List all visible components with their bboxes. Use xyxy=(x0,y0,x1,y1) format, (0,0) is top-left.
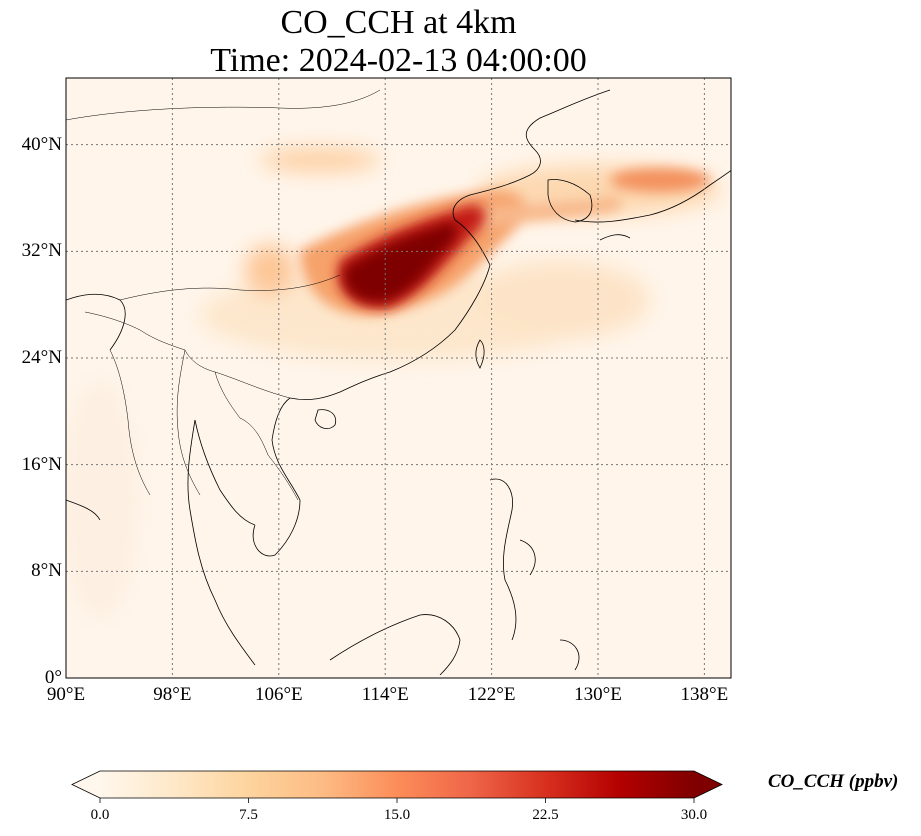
lon-tick-label: 98°E xyxy=(153,684,192,705)
colorbar-tick-label: 7.5 xyxy=(239,807,258,823)
lon-tick-label: 130°E xyxy=(574,684,622,705)
gridlines xyxy=(66,78,731,678)
lon-tick-label: 138°E xyxy=(680,684,729,705)
map-frame xyxy=(65,77,732,679)
colorbar-tick-label: 30.0 xyxy=(680,807,708,823)
country-borders xyxy=(66,89,381,501)
map-title: CO_CCH at 4km xyxy=(280,4,517,41)
lat-tick-label: 16°N xyxy=(21,453,62,475)
colorbar-label: CO_CCH (ppbv) xyxy=(768,771,899,792)
lat-tick-label: 40°N xyxy=(21,133,62,155)
colorbar-extend-max xyxy=(694,771,722,798)
lat-tick-label: 8°N xyxy=(31,560,62,582)
colorbar xyxy=(71,770,723,803)
colorbar-tick-label: 22.5 xyxy=(532,807,559,823)
lon-tick-label: 122°E xyxy=(467,684,516,705)
concentration-field xyxy=(66,78,731,678)
lat-tick-label: 24°N xyxy=(21,347,62,368)
lat-tick-label: 0° xyxy=(44,667,62,688)
lon-tick-label: 106°E xyxy=(254,684,303,705)
lon-tick-label: 90°E xyxy=(46,684,86,705)
colorbar-extend-min xyxy=(72,771,100,798)
lat-tick-label: 32°N xyxy=(21,240,62,262)
colorbar-tick-label: 0.0 xyxy=(90,807,110,823)
lon-tick-label: 114°E xyxy=(361,684,409,705)
colorbar-tick-label: 15.0 xyxy=(383,807,411,823)
coastlines xyxy=(66,89,731,676)
map-subtitle-time: Time: 2024-02-13 04:00:00 xyxy=(210,42,587,79)
